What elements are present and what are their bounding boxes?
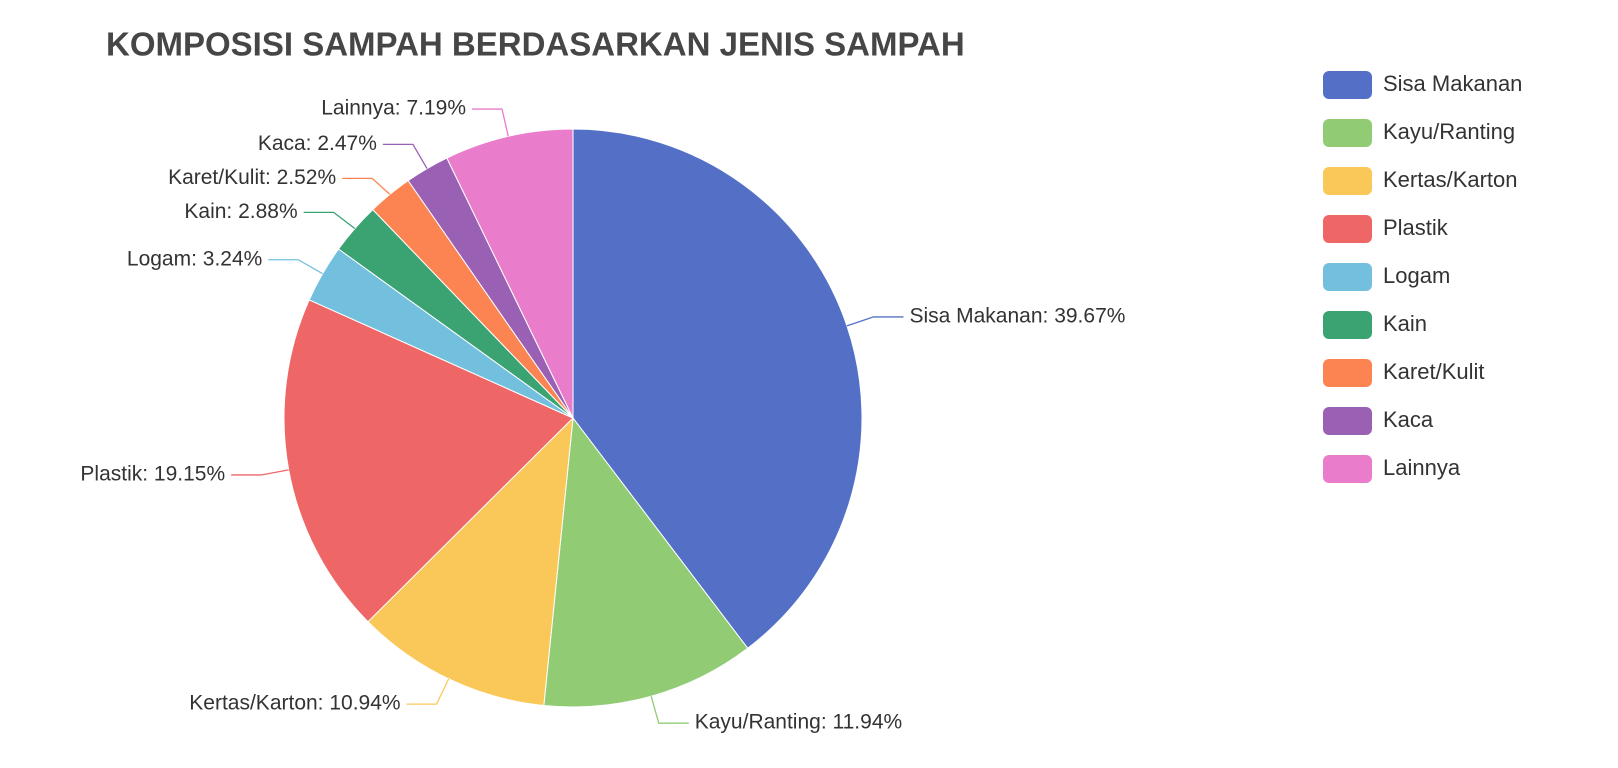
legend-swatch	[1323, 455, 1372, 483]
data-label: Kayu/Ranting: 11.94%	[695, 711, 902, 734]
data-label: Kain: 2.88%	[184, 200, 297, 223]
legend-label: Kaca	[1383, 407, 1434, 432]
label-line	[650, 696, 689, 724]
data-label: Lainnya: 7.19%	[321, 97, 466, 120]
legend-label: Logam	[1383, 263, 1450, 288]
legend-swatch	[1323, 359, 1372, 387]
data-label: Kaca: 2.47%	[258, 132, 377, 155]
label-line	[472, 108, 509, 137]
label-line	[846, 316, 904, 327]
legend-swatch	[1323, 167, 1372, 195]
data-label: Logam: 3.24%	[127, 247, 262, 270]
legend-label: Kain	[1383, 311, 1427, 336]
pie-slice	[283, 299, 574, 623]
legend-label: Karet/Kulit	[1383, 359, 1485, 384]
legend-swatch	[1323, 407, 1372, 435]
legend-swatch	[1323, 311, 1372, 339]
data-label: Plastik: 19.15%	[80, 462, 225, 485]
chart-title: KOMPOSISI SAMPAH BERDASARKAN JENIS SAMPA…	[106, 26, 965, 63]
legend-label: Plastik	[1383, 215, 1449, 240]
legend-label: Kayu/Ranting	[1383, 119, 1515, 144]
legend-swatch	[1323, 119, 1372, 147]
legend-label: Sisa Makanan	[1383, 71, 1522, 96]
label-line	[382, 143, 428, 169]
pie-slice	[572, 128, 863, 649]
pie-slice	[446, 128, 574, 419]
legend-swatch	[1323, 263, 1372, 291]
legend-label: Lainnya	[1383, 455, 1461, 480]
label-line	[406, 678, 450, 705]
legend-label: Kertas/Karton	[1383, 167, 1518, 192]
pie-slice	[367, 416, 574, 707]
legend-swatch	[1323, 215, 1372, 243]
data-label: Karet/Kulit: 2.52%	[168, 166, 336, 189]
legend-swatch	[1323, 71, 1372, 99]
label-line	[303, 211, 356, 230]
data-label: Kertas/Karton: 10.94%	[189, 692, 400, 715]
label-line	[231, 469, 289, 476]
label-line	[342, 177, 391, 195]
label-line	[268, 259, 323, 275]
data-label: Sisa Makanan: 39.67%	[909, 304, 1125, 327]
